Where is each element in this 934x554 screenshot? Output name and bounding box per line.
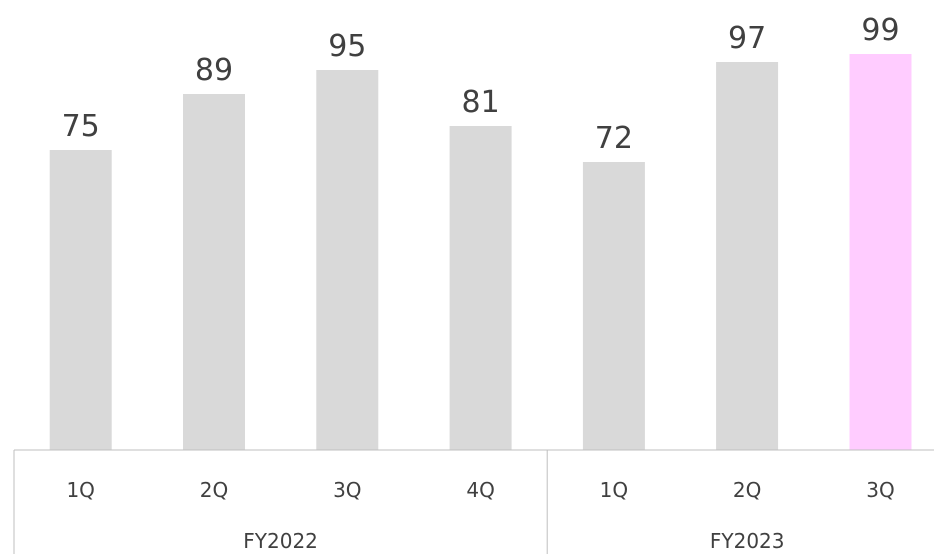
- bar: [716, 62, 779, 450]
- bar: [849, 54, 912, 450]
- data-label: 89: [195, 53, 233, 88]
- tick-label: 2Q: [733, 478, 761, 502]
- tick-label: 4Q: [466, 478, 494, 502]
- data-label: 81: [462, 85, 500, 120]
- tick-label: 1Q: [600, 478, 628, 502]
- group-label: FY2023: [710, 529, 785, 553]
- bar: [316, 70, 379, 450]
- tick-label: 3Q: [866, 478, 894, 502]
- tick-label: 2Q: [200, 478, 228, 502]
- data-label: 72: [595, 121, 633, 156]
- data-label: 95: [328, 29, 366, 64]
- data-label: 75: [62, 109, 100, 144]
- bar: [49, 150, 112, 450]
- bar: [183, 94, 245, 450]
- group-label: FY2022: [243, 529, 318, 553]
- tick-label: 1Q: [66, 478, 94, 502]
- bar: [449, 126, 512, 450]
- bar: [582, 162, 645, 450]
- data-label: 97: [728, 21, 766, 56]
- data-label: 99: [861, 13, 899, 48]
- tick-label: 3Q: [333, 478, 361, 502]
